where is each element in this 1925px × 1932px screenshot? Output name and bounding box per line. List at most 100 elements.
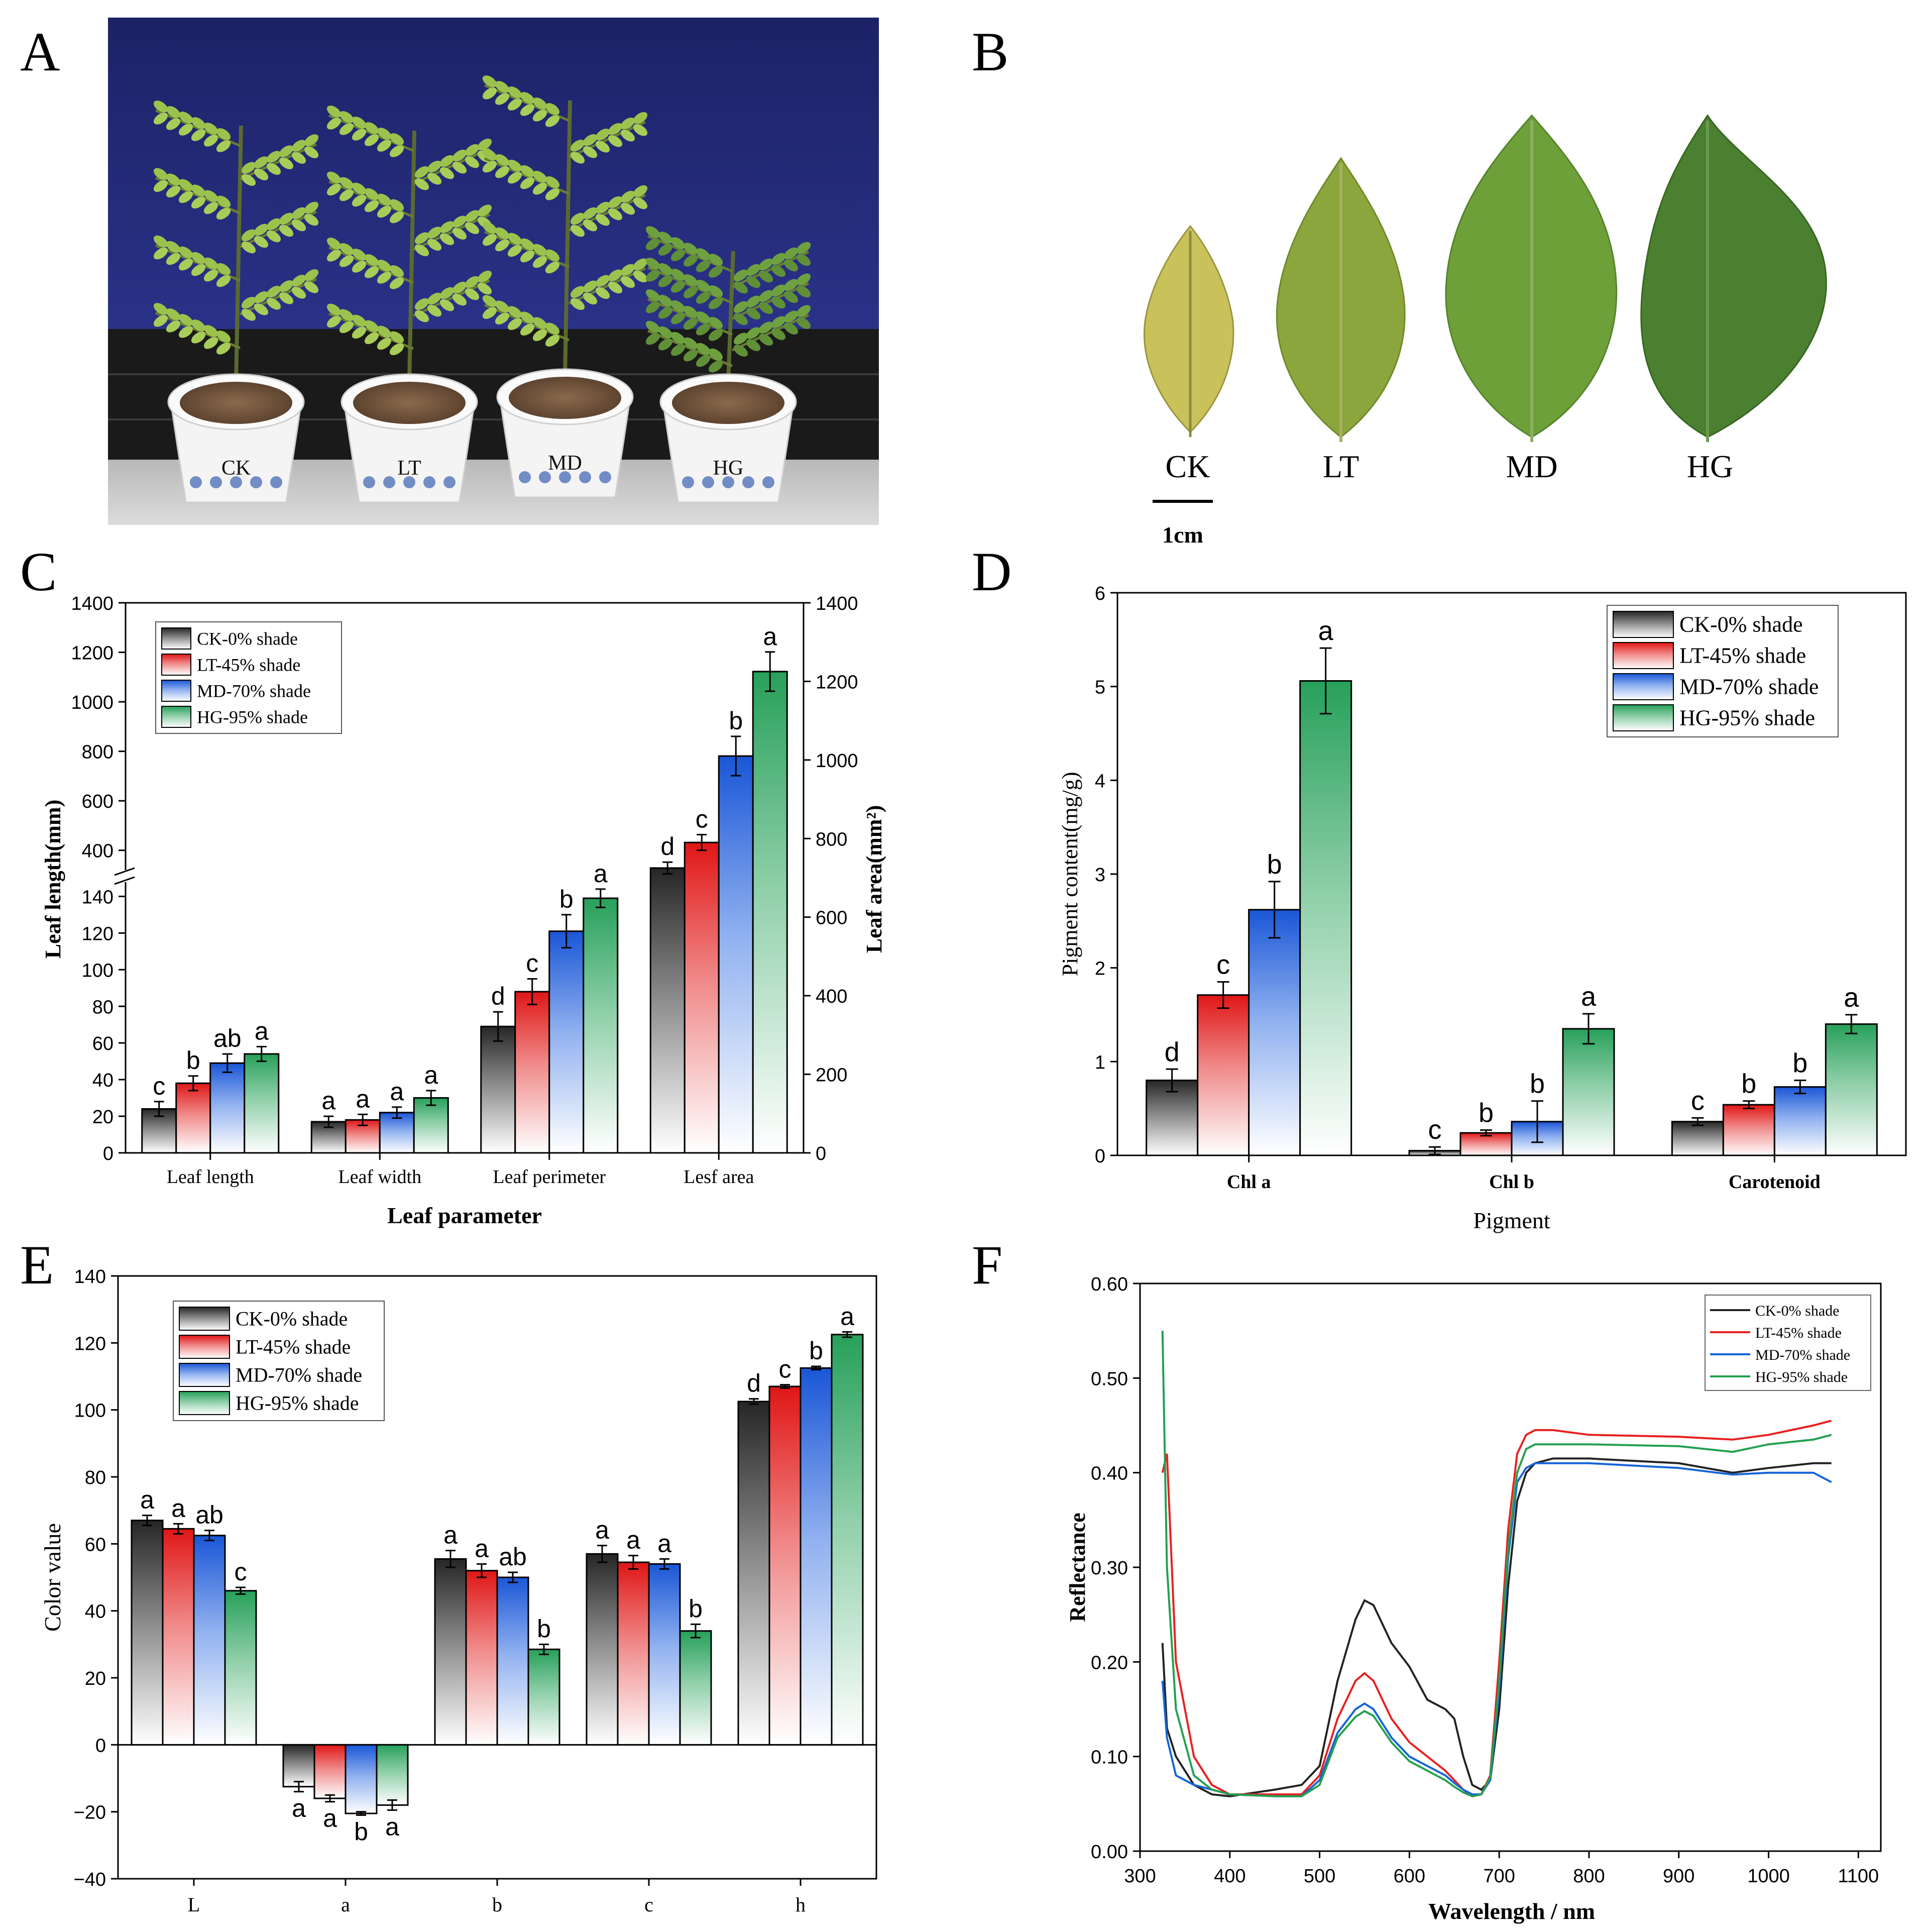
legend-swatch bbox=[161, 680, 191, 702]
x-tick-label: Leaf length bbox=[167, 1166, 254, 1188]
bar bbox=[649, 867, 686, 1154]
significance-letter: a bbox=[255, 1017, 269, 1045]
y-tick-label: 2 bbox=[1095, 958, 1105, 980]
bar bbox=[514, 991, 550, 1154]
significance-letter: a bbox=[390, 1078, 404, 1106]
y-tick-label: 100 bbox=[74, 1401, 106, 1422]
legend-entry: CK-0% shade bbox=[197, 628, 298, 649]
y-axis-title: Leaf length(mm) bbox=[41, 800, 65, 959]
bar bbox=[282, 1744, 315, 1788]
bar bbox=[583, 897, 619, 1154]
x-tick-label: Leaf width bbox=[338, 1166, 421, 1188]
legend-entry: MD-70% shade bbox=[1679, 675, 1819, 699]
legend-entry: CK-0% shade bbox=[1755, 1303, 1839, 1319]
significance-letter: a bbox=[840, 1302, 854, 1330]
axis-break bbox=[114, 867, 135, 876]
y-tick-label: 1000 bbox=[71, 692, 114, 713]
y-tick-label: 0.10 bbox=[1091, 1747, 1128, 1768]
series-line bbox=[1161, 1331, 1832, 1797]
significance-letter: b bbox=[1530, 1069, 1545, 1099]
significance-letter: ab bbox=[195, 1501, 223, 1529]
significance-letter: a bbox=[594, 860, 608, 888]
x-tick-label: 1000 bbox=[1747, 1866, 1790, 1887]
x-tick-label: 600 bbox=[1394, 1866, 1425, 1887]
legend-swatch bbox=[161, 654, 191, 676]
y-tick-label: 800 bbox=[82, 742, 114, 763]
legend-entry: HG-95% shade bbox=[1679, 706, 1815, 730]
significance-letter: a bbox=[292, 1794, 306, 1822]
y2-tick-label: 400 bbox=[816, 986, 847, 1007]
pot-label: HG bbox=[713, 457, 744, 480]
significance-letter: a bbox=[595, 1516, 609, 1544]
y-axis-title: Pigment content(mg/g) bbox=[1058, 772, 1082, 977]
leaf-label: LT bbox=[1323, 449, 1359, 484]
plant-pot: MD bbox=[482, 75, 648, 498]
bar bbox=[480, 1025, 516, 1154]
significance-letter: a bbox=[1318, 616, 1334, 646]
y-tick-label: 6 bbox=[1095, 583, 1105, 604]
bar bbox=[1722, 1104, 1775, 1156]
y2-tick-label: 1200 bbox=[816, 672, 858, 693]
significance-letter: a bbox=[763, 622, 777, 651]
y-tick-label: 60 bbox=[85, 1534, 106, 1555]
bar bbox=[1459, 1132, 1513, 1156]
leaf-ck bbox=[1144, 225, 1234, 434]
legend-swatch bbox=[1613, 642, 1674, 669]
y-tick-label: 40 bbox=[85, 1601, 106, 1623]
panel-label-e: E bbox=[20, 1234, 54, 1296]
legend-swatch bbox=[1613, 704, 1674, 731]
bar bbox=[131, 1520, 164, 1746]
bar bbox=[548, 930, 585, 1154]
significance-letter: d bbox=[491, 982, 505, 1010]
legend-entry: HG-95% shade bbox=[197, 707, 308, 727]
y-tick-label: 80 bbox=[92, 997, 114, 1018]
significance-letter: b bbox=[689, 1594, 703, 1623]
y-tick-label: 0.60 bbox=[1091, 1274, 1128, 1295]
panel-label-c: C bbox=[20, 541, 57, 602]
panel-label-d: D bbox=[972, 541, 1011, 602]
y2-axis-title: Leaf area(mm²) bbox=[862, 805, 886, 953]
bar bbox=[175, 1082, 211, 1154]
legend-entry: LT-45% shade bbox=[1679, 643, 1806, 668]
significance-letter: a bbox=[171, 1494, 185, 1522]
significance-letter: b bbox=[186, 1046, 200, 1075]
y-tick-label: 40 bbox=[92, 1070, 114, 1091]
significance-letter: a bbox=[443, 1521, 458, 1549]
legend-swatch bbox=[179, 1363, 230, 1387]
bar bbox=[1248, 909, 1301, 1156]
x-axis-title: Leaf parameter bbox=[387, 1203, 542, 1228]
y-axis-title: Color value bbox=[40, 1523, 65, 1632]
bar bbox=[313, 1744, 347, 1799]
y-tick-label: 0.40 bbox=[1091, 1463, 1128, 1484]
y-tick-label: 120 bbox=[74, 1333, 106, 1354]
bar bbox=[413, 1097, 449, 1154]
y-tick-label: 0.50 bbox=[1091, 1368, 1128, 1389]
legend-entry: HG-95% shade bbox=[236, 1391, 359, 1414]
bar bbox=[379, 1112, 415, 1154]
significance-letter: c bbox=[1428, 1115, 1442, 1145]
y-tick-label: 0 bbox=[103, 1143, 114, 1164]
chart-d-pigment-content: 0 1 2 3 4 5 6 Pigment content(mg/g) Pigment Chl a… bbox=[1058, 583, 1907, 1233]
leaves-image: CK LT MD HG 1cm bbox=[1144, 114, 1827, 548]
significance-letter: b bbox=[1792, 1048, 1807, 1079]
significance-letter: d bbox=[660, 832, 674, 861]
y-tick-label: 140 bbox=[74, 1266, 106, 1287]
significance-letter: b bbox=[354, 1817, 368, 1846]
bar bbox=[679, 1630, 712, 1746]
significance-letter: d bbox=[1165, 1037, 1180, 1067]
legend-swatch bbox=[161, 706, 191, 728]
y-tick-label: 1400 bbox=[71, 593, 114, 614]
pot-label: MD bbox=[548, 452, 582, 475]
legend-entry: HG-95% shade bbox=[1755, 1369, 1848, 1385]
legend-entry: LT-45% shade bbox=[236, 1335, 351, 1358]
panel-label-a: A bbox=[20, 21, 60, 82]
significance-letter: a bbox=[385, 1812, 399, 1841]
legend-entry: LT-45% shade bbox=[1755, 1325, 1842, 1341]
x-tick-label: 700 bbox=[1483, 1866, 1515, 1887]
bar bbox=[648, 1563, 681, 1746]
legend-swatch bbox=[179, 1391, 230, 1415]
bar bbox=[345, 1744, 378, 1814]
y-tick-label: 120 bbox=[82, 923, 114, 944]
x-tick-label: h bbox=[796, 1893, 806, 1916]
significance-letter: b bbox=[1741, 1069, 1756, 1099]
